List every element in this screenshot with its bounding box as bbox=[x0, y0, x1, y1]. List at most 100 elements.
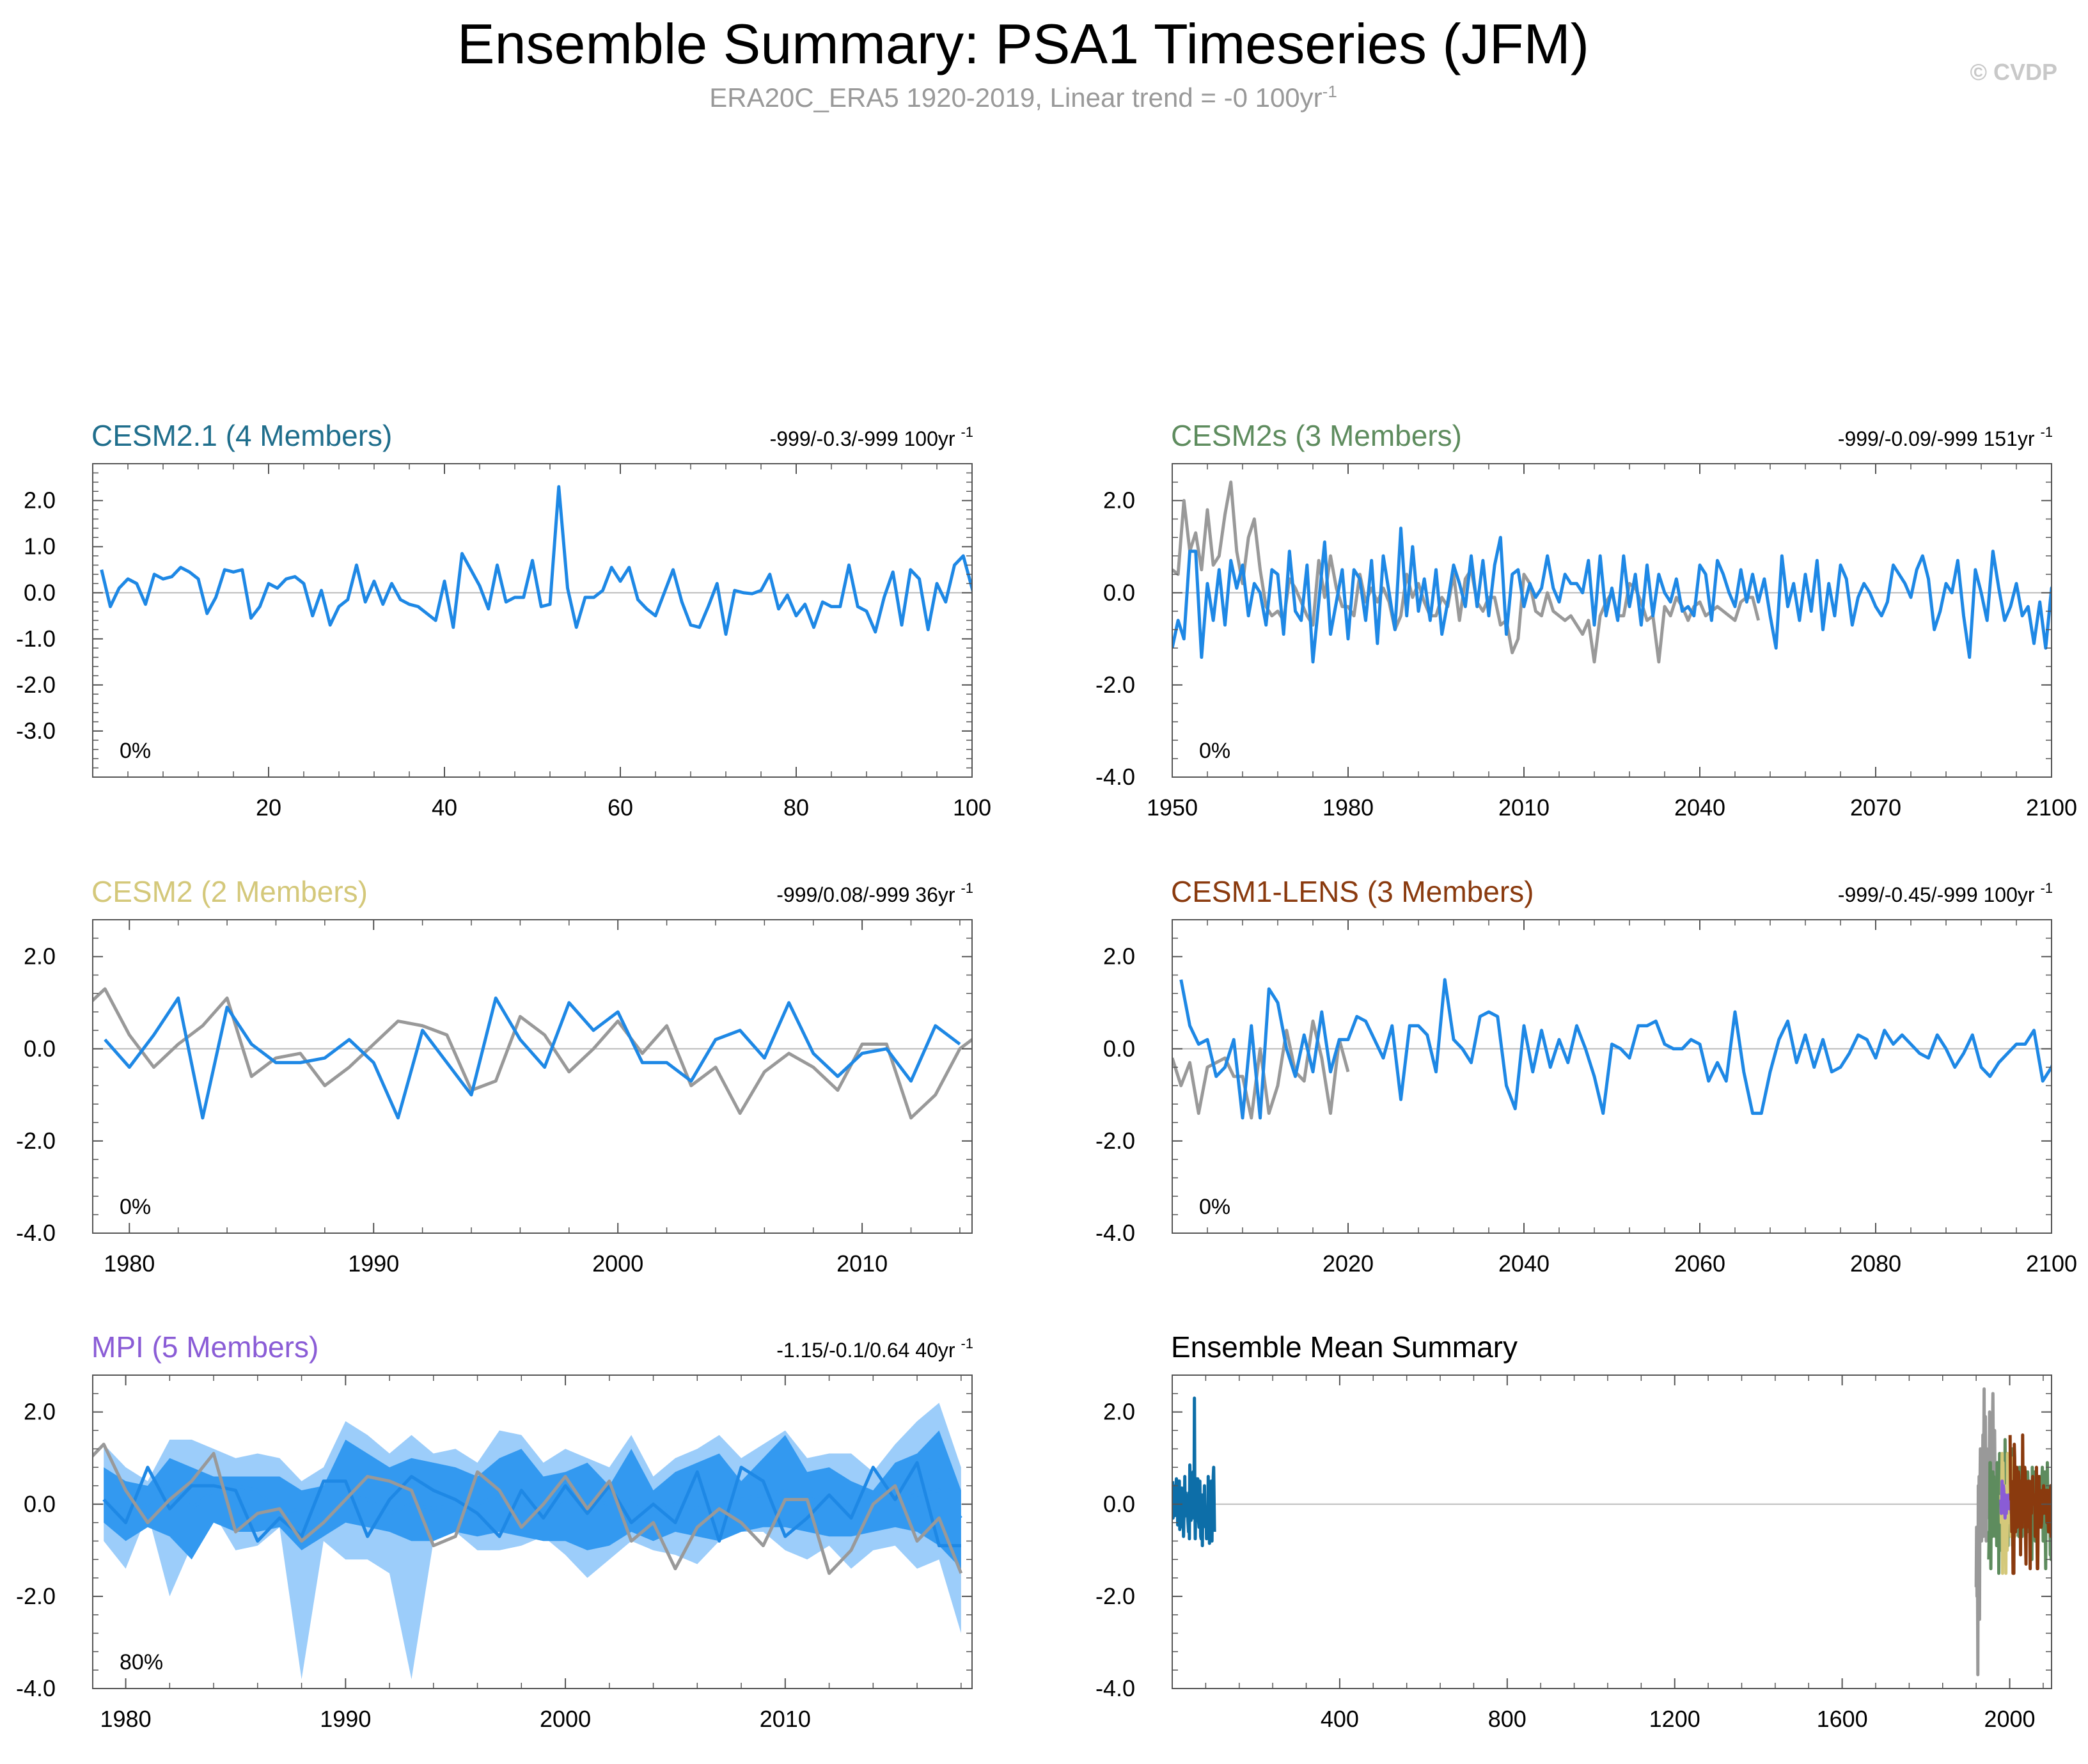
y-tick-label: -4.0 bbox=[1095, 1220, 1135, 1246]
model-series-line bbox=[102, 1461, 961, 1548]
observed-series-line bbox=[93, 987, 972, 1120]
y-tick-label: -2.0 bbox=[1095, 672, 1135, 698]
x-tick-label: 800 bbox=[1488, 1706, 1527, 1732]
panel-2: CESM2 (2 Members) -999/0.08/-999 36yr -1 2… bbox=[16, 875, 973, 1277]
trend-superscript: -1 bbox=[2040, 424, 2053, 440]
y-tick-label: 0.0 bbox=[24, 579, 56, 606]
subtitle-text: ERA20C_ERA5 1920-2019, Linear trend = -0… bbox=[709, 83, 1323, 113]
y-tick-label: -2.0 bbox=[16, 672, 56, 698]
y-tick-label: -2.0 bbox=[1095, 1128, 1135, 1154]
y-tick-label: 0.0 bbox=[1103, 579, 1135, 606]
x-tick-label: 2040 bbox=[1674, 794, 1725, 821]
y-tick-label: -3.0 bbox=[16, 718, 56, 744]
x-tick-label: 20 bbox=[256, 794, 281, 821]
x-tick-label: 2010 bbox=[836, 1250, 888, 1277]
figure-subtitle: ERA20C_ERA5 1920-2019, Linear trend = -0… bbox=[0, 82, 2046, 113]
x-tick-label: 2100 bbox=[2026, 794, 2077, 821]
percent-label: 0% bbox=[120, 1195, 151, 1219]
panel-title: CESM2 (2 Members) bbox=[91, 875, 368, 908]
model-series-line bbox=[104, 996, 961, 1120]
panel-frame bbox=[92, 1374, 973, 1689]
y-tick-label: -2.0 bbox=[16, 1583, 56, 1609]
x-tick-label: 1980 bbox=[100, 1706, 152, 1732]
plot-area bbox=[93, 1403, 972, 1680]
panel-trend: -1.15/-0.1/0.64 40yr -1 bbox=[776, 1335, 973, 1362]
trend-superscript: -1 bbox=[961, 1335, 973, 1351]
panel-frame bbox=[1172, 1374, 2052, 1689]
panel-0: CESM2.1 (4 Members) -999/-0.3/-999 100yr … bbox=[16, 419, 991, 821]
x-tick-label: 400 bbox=[1321, 1706, 1359, 1732]
x-tick-label: 2000 bbox=[1984, 1706, 2035, 1732]
trend-value: -999/-0.45/-999 100yr bbox=[1838, 883, 2041, 906]
panel-3: CESM1-LENS (3 Members) -999/-0.45/-999 10… bbox=[1095, 875, 2077, 1277]
panel-trend: -999/-0.3/-999 100yr -1 bbox=[770, 424, 973, 450]
model-series-line bbox=[1179, 978, 2052, 1120]
trend-value: -1.15/-0.1/0.64 40yr bbox=[776, 1339, 961, 1362]
x-tick-label: 2070 bbox=[1850, 794, 1901, 821]
x-tick-label: 2000 bbox=[540, 1706, 591, 1732]
x-tick-label: 2080 bbox=[1850, 1250, 1901, 1277]
x-tick-label: 1200 bbox=[1649, 1706, 1700, 1732]
y-tick-label: -4.0 bbox=[1095, 1675, 1135, 1701]
y-tick-label: 1.0 bbox=[24, 533, 56, 560]
x-tick-label: 2000 bbox=[592, 1250, 643, 1277]
y-tick-label: 0.0 bbox=[1103, 1491, 1135, 1517]
trend-value: -999/0.08/-999 36yr bbox=[776, 883, 961, 906]
trend-superscript: -1 bbox=[961, 880, 973, 896]
x-tick-label: 2010 bbox=[760, 1706, 811, 1732]
panel-trend: -999/-0.45/-999 100yr -1 bbox=[1838, 880, 2053, 906]
x-tick-label: 1990 bbox=[348, 1250, 399, 1277]
observed-series-line bbox=[1172, 1020, 1350, 1120]
panel-trend: -999/-0.09/-999 151yr -1 bbox=[1838, 424, 2053, 450]
percent-label: 0% bbox=[1199, 739, 1230, 763]
y-tick-label: -4.0 bbox=[16, 1675, 56, 1701]
panel-5: Ensemble Mean Summary 2.0 0.0 -2.0 -4.0 400 80… bbox=[1095, 1330, 2052, 1732]
y-tick-label: 2.0 bbox=[1103, 487, 1135, 514]
percent-label: 0% bbox=[120, 739, 151, 763]
y-tick-label: 2.0 bbox=[1103, 1399, 1135, 1425]
panel-frame bbox=[1172, 463, 2052, 778]
y-tick-label: 0.0 bbox=[24, 1036, 56, 1062]
plot-area bbox=[93, 485, 972, 636]
figure-title: Ensemble Summary: PSA1 Timeseries (JFM) bbox=[457, 12, 1590, 75]
y-tick-label: 2.0 bbox=[24, 487, 56, 514]
panel-4: MPI (5 Members) -1.15/-0.1/0.64 40yr -1 2.… bbox=[16, 1330, 973, 1732]
trend-superscript: -1 bbox=[961, 424, 973, 440]
observed-series-line bbox=[1172, 480, 1761, 664]
y-tick-label: 2.0 bbox=[24, 1399, 56, 1425]
x-tick-label: 1600 bbox=[1817, 1706, 1868, 1732]
y-tick-label: 2.0 bbox=[24, 943, 56, 970]
panel-title: CESM2s (3 Members) bbox=[1171, 419, 1462, 452]
x-tick-label: 100 bbox=[953, 794, 991, 821]
plot-area bbox=[1172, 1387, 2052, 1676]
subtitle-superscript: -1 bbox=[1322, 82, 1337, 101]
x-tick-label: 1990 bbox=[320, 1706, 371, 1732]
x-tick-label: 2020 bbox=[1323, 1250, 1374, 1277]
spread-band-inner bbox=[104, 1430, 961, 1569]
panel-title: MPI (5 Members) bbox=[91, 1330, 318, 1364]
y-tick-label: 2.0 bbox=[1103, 943, 1135, 970]
y-tick-label: 0.0 bbox=[24, 1491, 56, 1517]
series-line-cesm2.1 bbox=[1172, 1396, 1216, 1548]
x-tick-label: 40 bbox=[432, 794, 457, 821]
trend-value: -999/-0.3/-999 100yr bbox=[770, 427, 961, 450]
percent-label: 0% bbox=[1199, 1195, 1230, 1219]
panel-trend: -999/0.08/-999 36yr -1 bbox=[776, 880, 973, 906]
x-tick-label: 1980 bbox=[1323, 794, 1374, 821]
y-tick-label: -2.0 bbox=[1095, 1583, 1135, 1609]
y-tick-label: -4.0 bbox=[1095, 764, 1135, 790]
model-series-line bbox=[1172, 526, 2052, 664]
plot-area bbox=[93, 987, 972, 1120]
copyright-mark: © CVDP bbox=[1970, 59, 2057, 85]
model-series-line bbox=[100, 485, 972, 636]
y-tick-label: -1.0 bbox=[16, 626, 56, 652]
plot-area bbox=[1172, 480, 2052, 664]
x-tick-label: 2010 bbox=[1498, 794, 1550, 821]
y-tick-label: -2.0 bbox=[16, 1128, 56, 1154]
panel-title: CESM1-LENS (3 Members) bbox=[1171, 875, 1534, 908]
x-tick-label: 1950 bbox=[1147, 794, 1198, 821]
y-tick-label: 0.0 bbox=[1103, 1036, 1135, 1062]
trend-value: -999/-0.09/-999 151yr bbox=[1838, 427, 2041, 450]
